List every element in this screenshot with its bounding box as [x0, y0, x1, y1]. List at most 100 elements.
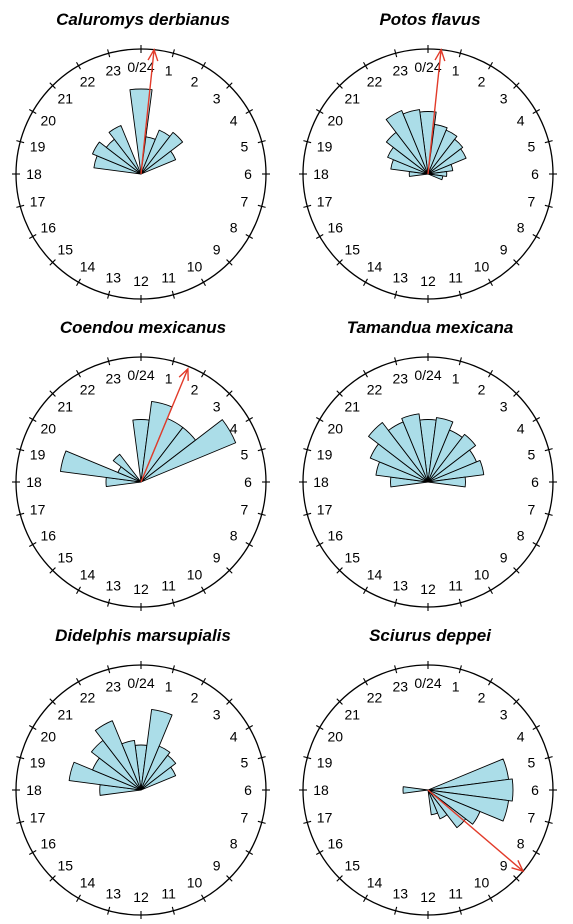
- hour-tick: [488, 370, 493, 378]
- hour-tick: [76, 278, 81, 286]
- hour-label: 15: [58, 858, 74, 874]
- hour-label: 5: [528, 754, 536, 770]
- hour-tick: [201, 586, 206, 594]
- hour-label: 23: [106, 679, 122, 695]
- hour-label: 1: [165, 63, 173, 79]
- hour-label: 4: [230, 113, 238, 129]
- hour-tick: [29, 725, 37, 730]
- hour-tick: [16, 512, 25, 516]
- hour-label: 8: [517, 220, 525, 236]
- hour-tick: [257, 756, 266, 760]
- hour-tick: [171, 290, 175, 299]
- hour-label: 12: [133, 889, 149, 905]
- hour-tick: [201, 62, 206, 70]
- hour-tick: [336, 259, 343, 266]
- hour-label: 23: [106, 63, 122, 79]
- hour-label: 19: [30, 138, 46, 154]
- hour-label: 17: [30, 810, 46, 826]
- hour-tick: [532, 725, 540, 730]
- hour-label: 21: [345, 398, 361, 414]
- hour-tick: [201, 370, 206, 378]
- panel-title: Tamandua mexicana: [346, 318, 514, 337]
- rose-wedge: [140, 709, 173, 791]
- hour-tick: [245, 850, 253, 855]
- hour-label: 2: [191, 689, 199, 705]
- hour-tick: [171, 598, 175, 607]
- hour-label: 12: [133, 273, 149, 289]
- hour-tick: [29, 417, 37, 422]
- rose-wedge: [140, 766, 177, 791]
- hour-label: 22: [80, 689, 96, 705]
- hour-tick: [29, 542, 37, 547]
- hour-tick: [532, 109, 540, 114]
- rose-wedge: [385, 110, 429, 175]
- hour-label: 7: [241, 810, 249, 826]
- rose-wedge: [60, 450, 142, 483]
- hour-label: 7: [241, 502, 249, 518]
- hour-label: 2: [191, 73, 199, 89]
- hour-label: 7: [528, 194, 536, 210]
- hour-label: 6: [531, 166, 539, 182]
- rose-panel-tamandua: Tamandua mexicana 0/24 1 2 3 4 5 6 7 8 9 10 11 12 13 1…: [287, 308, 573, 616]
- hour-tick: [363, 62, 368, 70]
- hour-label: 10: [187, 567, 203, 583]
- hour-tick: [458, 357, 462, 366]
- hour-tick: [49, 698, 56, 705]
- hour-tick: [336, 82, 343, 89]
- hour-label: 22: [367, 689, 383, 705]
- hour-label: 0/24: [414, 59, 441, 75]
- hour-tick: [544, 448, 553, 452]
- hour-tick: [394, 598, 398, 607]
- hour-tick: [532, 417, 540, 422]
- hour-label: 3: [213, 90, 221, 106]
- hour-label: 18: [313, 474, 329, 490]
- hour-tick: [363, 894, 368, 902]
- mean-vector-arrowhead: [178, 367, 189, 381]
- hour-tick: [107, 598, 111, 607]
- hour-label: 19: [317, 138, 333, 154]
- hour-tick: [363, 278, 368, 286]
- hour-label: 19: [30, 446, 46, 462]
- hour-label: 13: [106, 885, 122, 901]
- rose-wedge: [427, 778, 514, 802]
- rose-panel-didelphis: Didelphis marsupialis 0/24 1 2 3 4 5 6 7 8 9 10 11 1…: [0, 616, 286, 924]
- rose-wedge: [140, 754, 177, 791]
- rose-wedge: [427, 460, 485, 483]
- hour-label: 17: [30, 194, 46, 210]
- hour-label: 0/24: [127, 59, 154, 75]
- hour-tick: [245, 417, 253, 422]
- rose-panel-potos: Potos flavus 0/24 1 2 3 4 5 6 7 8 9 10 11 12 13 14 15 16…: [287, 0, 573, 308]
- hour-tick: [16, 204, 25, 208]
- hour-tick: [171, 906, 175, 915]
- hour-tick: [303, 204, 312, 208]
- hour-tick: [257, 448, 266, 452]
- rose-wedge: [140, 150, 177, 175]
- hour-tick: [76, 62, 81, 70]
- hour-label: 0/24: [127, 367, 154, 383]
- hour-label: 11: [448, 577, 463, 593]
- hour-label: 9: [500, 858, 508, 874]
- hour-label: 6: [244, 474, 252, 490]
- hour-tick: [49, 259, 56, 266]
- hour-tick: [107, 357, 111, 366]
- hour-label: 14: [80, 259, 96, 275]
- hour-label: 4: [230, 729, 238, 745]
- hour-tick: [226, 390, 233, 397]
- hour-tick: [458, 665, 462, 674]
- hour-label: 16: [328, 528, 344, 544]
- hour-tick: [394, 665, 398, 674]
- hour-tick: [544, 756, 553, 760]
- hour-label: 1: [452, 679, 460, 695]
- hour-label: 7: [241, 194, 249, 210]
- hour-tick: [488, 894, 493, 902]
- hour-label: 13: [393, 269, 409, 285]
- hour-tick: [458, 598, 462, 607]
- hour-label: 1: [452, 63, 460, 79]
- hour-tick: [76, 586, 81, 594]
- rose-panel-caluromys: Caluromys derbianus 0/24 1 2 3 4 5 6 7 8 9 10 11 12 1…: [0, 0, 286, 308]
- hour-label: 15: [345, 242, 361, 258]
- hour-label: 18: [26, 782, 42, 798]
- mean-vector: [140, 49, 155, 175]
- hour-label: 11: [448, 269, 463, 285]
- rose-wedge: [427, 476, 466, 488]
